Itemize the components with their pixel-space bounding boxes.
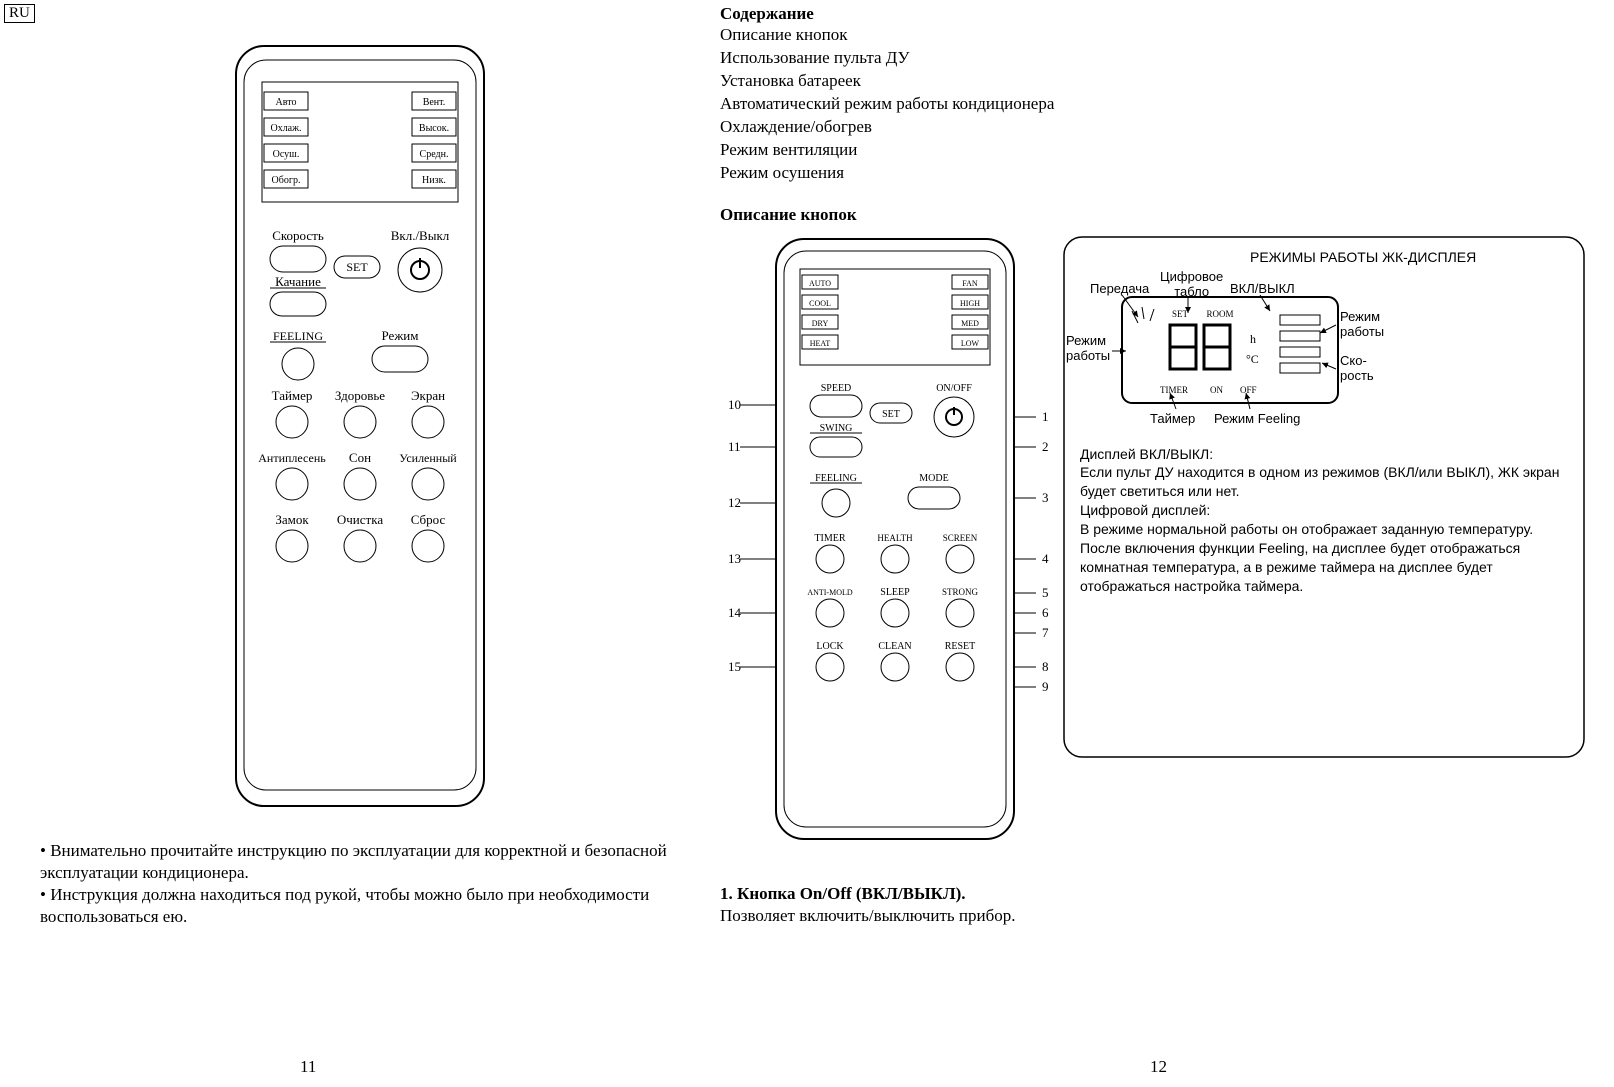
svg-text:FAN: FAN (962, 279, 978, 288)
left-bullets: • Внимательно прочитайте инструкцию по э… (40, 840, 680, 928)
svg-text:FEELING: FEELING (273, 329, 323, 343)
svg-text:STRONG: STRONG (942, 587, 979, 597)
section-title: Описание кнопок (720, 205, 1590, 225)
svg-text:Осуш.: Осуш. (273, 149, 300, 160)
right-column: Содержание Описание кнопок Использование… (720, 4, 1590, 927)
lcd-text-title: Дисплей ВКЛ/ВЫКЛ: (1080, 445, 1560, 464)
svg-text:SCREEN: SCREEN (943, 533, 978, 543)
svg-text:Охлаж.: Охлаж. (270, 123, 301, 134)
svg-text:SLEEP: SLEEP (880, 587, 910, 598)
toc-title: Содержание (720, 4, 1590, 24)
svg-text:Режим: Режим (382, 328, 419, 343)
svg-text:Вкл./Выкл: Вкл./Выкл (391, 228, 450, 243)
page-number-left: 11 (300, 1057, 316, 1077)
svg-text:Скорость: Скорость (272, 228, 324, 243)
svg-text:11: 11 (728, 439, 741, 454)
svg-text:MODE: MODE (919, 473, 948, 484)
svg-text:SWING: SWING (820, 423, 853, 434)
svg-text:Высок.: Высок. (419, 123, 449, 134)
svg-text:Обогр.: Обогр. (272, 175, 301, 186)
toc-1: Использование пульта ДУ (720, 47, 1590, 70)
lcd-text-2: В режиме нормальной работы он отображает… (1080, 520, 1560, 596)
svg-text:3: 3 (1042, 490, 1049, 505)
svg-text:DRY: DRY (812, 319, 829, 328)
svg-text:Замок: Замок (275, 512, 309, 527)
svg-text:MED: MED (961, 319, 979, 328)
svg-text:Низк.: Низк. (422, 175, 446, 186)
remote-diagram-left: Авто Охлаж. Осуш. Обогр. Вент. Высок. Средн. Н… (230, 40, 490, 820)
svg-text:ON/OFF: ON/OFF (936, 383, 972, 394)
svg-text:10: 10 (728, 397, 741, 412)
left-column: Авто Охлаж. Осуш. Обогр. Вент. Высок. Средн. Н… (40, 40, 680, 928)
toc-0: Описание кнопок (720, 24, 1590, 47)
lcd-text-2title: Цифровой дисплей: (1080, 501, 1560, 520)
svg-text:HEALTH: HEALTH (877, 533, 913, 543)
svg-text:AUTO: AUTO (809, 279, 831, 288)
svg-text:Экран: Экран (411, 388, 445, 403)
svg-text:8: 8 (1042, 659, 1049, 674)
svg-text:RESET: RESET (945, 641, 976, 652)
svg-text:Усиленный: Усиленный (399, 451, 457, 465)
toc-2: Установка батареек (720, 70, 1590, 93)
svg-text:13: 13 (728, 551, 741, 566)
svg-text:6: 6 (1042, 605, 1049, 620)
svg-text:14: 14 (728, 605, 742, 620)
lcd-text-1: Если пульт ДУ находится в одном из режим… (1080, 463, 1560, 501)
lang-tag: RU (4, 4, 35, 23)
toc-5: Режим вентиляции (720, 139, 1590, 162)
svg-text:2: 2 (1042, 439, 1049, 454)
toc-6: Режим осушения (720, 162, 1590, 185)
page-number-right: 12 (1150, 1057, 1167, 1077)
svg-text:Здоровье: Здоровье (335, 388, 385, 403)
svg-text:Таймер: Таймер (272, 388, 313, 403)
svg-text:Качание: Качание (275, 274, 321, 289)
svg-text:SPEED: SPEED (821, 383, 852, 394)
button-description-diagram: 101112131415 123456789 AUTOCOOLDRYHEAT F… (720, 233, 1590, 873)
item1-text: Позволяет включить/выключить прибор. (720, 906, 1016, 925)
svg-text:LOW: LOW (961, 339, 980, 348)
toc-3: Автоматический режим работы кондиционера (720, 93, 1590, 116)
svg-text:Средн.: Средн. (420, 149, 449, 160)
svg-text:Сброс: Сброс (411, 512, 446, 527)
svg-text:LOCK: LOCK (816, 641, 844, 652)
svg-text:SET: SET (882, 409, 900, 420)
svg-text:COOL: COOL (809, 299, 831, 308)
svg-text:TIMER: TIMER (814, 533, 845, 544)
svg-text:Очистка: Очистка (337, 512, 383, 527)
svg-text:1: 1 (1042, 409, 1049, 424)
toc-4: Охлаждение/обогрев (720, 116, 1590, 139)
svg-text:Сон: Сон (349, 450, 371, 465)
svg-text:Авто: Авто (276, 97, 297, 108)
item1: 1. Кнопка On/Off (ВКЛ/ВЫКЛ). Позволяет в… (720, 883, 1590, 927)
svg-text:HEAT: HEAT (810, 339, 831, 348)
remote-diagram-right: 101112131415 123456789 AUTOCOOLDRYHEAT F… (720, 233, 1060, 853)
svg-text:SET: SET (346, 260, 368, 274)
svg-text:12: 12 (728, 495, 741, 510)
svg-text:9: 9 (1042, 679, 1049, 694)
svg-text:15: 15 (728, 659, 741, 674)
svg-text:FEELING: FEELING (815, 473, 857, 484)
bullet-1: • Внимательно прочитайте инструкцию по э… (40, 840, 680, 884)
svg-text:ANTI-MOLD: ANTI-MOLD (807, 588, 853, 597)
svg-text:5: 5 (1042, 585, 1049, 600)
bullet-2: • Инструкция должна находиться под рукой… (40, 884, 680, 928)
svg-text:Антиплесень: Антиплесень (258, 451, 326, 465)
svg-text:7: 7 (1042, 625, 1049, 640)
item1-title: 1. Кнопка On/Off (ВКЛ/ВЫКЛ). (720, 884, 966, 903)
lcd-explain: Дисплей ВКЛ/ВЫКЛ: Если пульт ДУ находитс… (1080, 445, 1560, 596)
svg-text:CLEAN: CLEAN (878, 641, 911, 652)
svg-text:4: 4 (1042, 551, 1049, 566)
svg-text:Вент.: Вент. (423, 97, 446, 108)
svg-text:HIGH: HIGH (960, 299, 980, 308)
lcd-arrows (1060, 233, 1590, 453)
